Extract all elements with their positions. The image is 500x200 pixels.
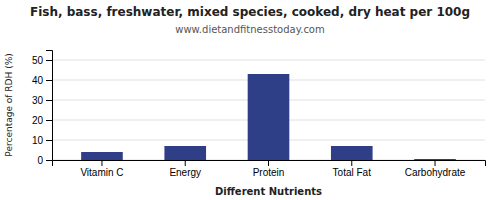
bar (331, 146, 373, 160)
y-tick: 40 (32, 75, 52, 86)
tick-mark (46, 140, 52, 141)
tick-label: Protein (253, 167, 285, 178)
x-axis-title: Different Nutrients (215, 186, 322, 197)
bar (164, 146, 206, 160)
x-axis: Vitamin C Energy Protein Total Fat Carbohydr… (53, 160, 486, 178)
x-tick: Carbohydrate (405, 160, 466, 178)
tick-label: 30 (32, 95, 44, 106)
grid-line (52, 60, 485, 61)
tick-label: Vitamin C (80, 167, 123, 178)
x-tick: Energy (169, 160, 201, 178)
chart: Fish, bass, freshwater, mixed species, c… (0, 0, 500, 200)
bar (81, 152, 123, 160)
tick-label: 40 (32, 75, 44, 86)
tick-mark (351, 160, 352, 166)
grid (52, 60, 485, 160)
tick-mark (46, 60, 52, 61)
bar (414, 159, 456, 160)
tick-mark (46, 80, 52, 81)
y-tick: 10 (32, 135, 52, 146)
subtitle: www.dietandfitnesstoday.com (175, 24, 324, 35)
tick-label: Carbohydrate (405, 167, 466, 178)
tick-mark (185, 160, 186, 166)
tick-label: 20 (32, 115, 44, 126)
y-tick: 50 (32, 55, 52, 66)
x-tick: Total Fat (333, 160, 372, 178)
x-tick: Protein (253, 160, 285, 178)
tick-mark (46, 160, 52, 161)
tick-label: 0 (37, 155, 43, 166)
y-tick: 20 (32, 115, 52, 126)
tick-label: Energy (169, 167, 201, 178)
bar (248, 74, 290, 160)
bars (81, 74, 456, 160)
tick-label: 10 (32, 135, 44, 146)
title: Fish, bass, freshwater, mixed species, c… (30, 5, 470, 19)
tick-mark (268, 160, 269, 166)
y-axis-title: Percentage of RDH (%) (4, 53, 14, 156)
plot: Vitamin C Energy Protein Total Fat Carbohydr… (32, 51, 486, 179)
tick-label: 50 (32, 55, 44, 66)
axis-line (46, 51, 53, 161)
axis-line (53, 161, 486, 167)
y-tick: 0 (37, 155, 52, 166)
tick-label: Total Fat (333, 167, 372, 178)
y-tick: 30 (32, 95, 52, 106)
tick-mark (46, 120, 52, 121)
y-axis: 0 10 20 30 40 50 (32, 51, 53, 166)
tick-mark (101, 160, 102, 166)
x-tick: Vitamin C (80, 160, 123, 178)
tick-mark (435, 160, 436, 166)
tick-mark (46, 100, 52, 101)
